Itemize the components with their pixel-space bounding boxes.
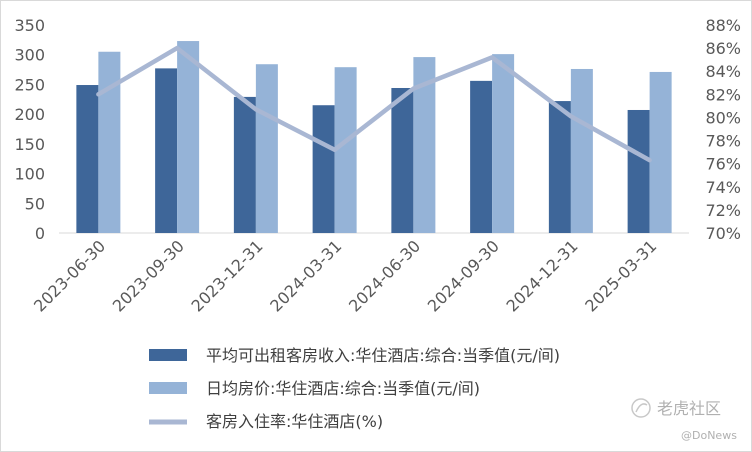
y-left-tick-label: 250 (14, 75, 45, 94)
watermark-logo-mark (635, 403, 648, 413)
x-tick-label: 2024-12-31 (503, 236, 582, 315)
x-axis: 2023-06-30 2023-09-30 2023-12-31 2024-03-31… (30, 236, 660, 315)
legend-label-adr: 日均房价:华住酒店:综合:当季值(元/间) (206, 379, 480, 398)
adr-bar (413, 57, 436, 233)
y-right-tick-label: 86% (705, 39, 741, 58)
y-right-tick-label: 80% (705, 108, 741, 127)
y-right-tick-label: 84% (705, 62, 741, 81)
occupancy-line-layer (96, 45, 652, 163)
y-right-tick-label: 76% (705, 155, 741, 174)
legend: 平均可出租客房收入:华住酒店:综合:当季值(元/间) 日均房价:华住酒店:综合:… (149, 346, 560, 431)
legend-label-occupancy: 客房入住率:华住酒店(%) (206, 412, 383, 431)
legend-swatch-revpar (149, 349, 187, 361)
adr-bar (649, 71, 672, 233)
y-left-tick-label: 50 (25, 194, 45, 213)
revpar-bar (627, 109, 650, 233)
revpar-bar (391, 87, 414, 233)
adr-bar (334, 67, 357, 234)
bars-layer (76, 41, 672, 234)
x-tick-label: 2025-03-31 (581, 236, 660, 315)
y-right-tick-label: 72% (705, 201, 741, 220)
revpar-bar (233, 96, 256, 233)
revpar-bar (155, 68, 178, 233)
x-tick-label: 2023-06-30 (30, 236, 109, 315)
y-right-tick-label: 70% (705, 224, 741, 243)
y-right-tick-label: 78% (705, 132, 741, 151)
y-left-tick-label: 300 (14, 46, 45, 65)
y-left-tick-label: 0 (35, 224, 45, 243)
y-left-tick-label: 350 (14, 16, 45, 35)
y-left-tick-label: 150 (14, 135, 45, 154)
y-right-tick-label: 74% (705, 178, 741, 197)
x-tick-label: 2023-12-31 (188, 236, 267, 315)
legend-swatch-adr (149, 382, 187, 394)
watermark-logo-icon (631, 398, 651, 418)
x-tick-label: 2024-06-30 (345, 236, 424, 315)
legend-label-revpar: 平均可出租客房收入:华住酒店:综合:当季值(元/间) (206, 346, 560, 365)
x-tick-label: 2024-09-30 (424, 236, 503, 315)
revpar-bar (312, 105, 335, 233)
adr-bar (177, 41, 200, 233)
y-right-tick-label: 82% (705, 85, 741, 104)
adr-bar (255, 64, 278, 233)
revpar-bar (470, 80, 493, 233)
watermark-brand: 老虎社区 (657, 399, 721, 418)
y-right-axis: 70% 72% 74% 76% 78% 80% 82% 84% 86% 88% (705, 16, 741, 243)
watermark-handle: @DoNews (681, 429, 737, 442)
revpar-bar (76, 85, 99, 233)
y-left-tick-label: 100 (14, 165, 45, 184)
occupancy-line (96, 45, 652, 163)
adr-bar (98, 51, 121, 233)
adr-bar (492, 54, 515, 234)
revpar-bar (548, 101, 571, 233)
x-tick-label: 2023-09-30 (109, 236, 188, 315)
x-tick-label: 2024-03-31 (266, 236, 345, 315)
y-right-tick-label: 88% (705, 16, 741, 35)
y-left-axis: 0 50 100 150 200 250 300 350 (14, 16, 45, 243)
y-left-tick-label: 200 (14, 105, 45, 124)
adr-bar (570, 68, 593, 233)
watermark: 老虎社区 @DoNews (631, 398, 737, 442)
